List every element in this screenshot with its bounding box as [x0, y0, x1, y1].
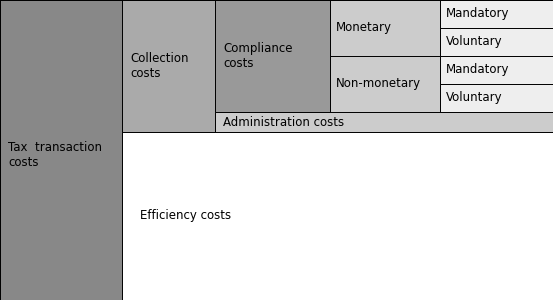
- Text: Mandatory: Mandatory: [446, 64, 509, 76]
- Bar: [330, 0, 440, 56]
- Text: Compliance
costs: Compliance costs: [223, 42, 293, 70]
- Text: Efficiency costs: Efficiency costs: [140, 209, 231, 223]
- Bar: [215, 112, 553, 132]
- Bar: [440, 56, 553, 84]
- Bar: [215, 0, 330, 112]
- Bar: [0, 0, 122, 300]
- Bar: [122, 0, 215, 132]
- Bar: [330, 56, 440, 112]
- Bar: [440, 84, 553, 112]
- Text: Voluntary: Voluntary: [446, 35, 503, 49]
- Text: Voluntary: Voluntary: [446, 92, 503, 104]
- Text: Monetary: Monetary: [336, 22, 392, 34]
- Text: Non-monetary: Non-monetary: [336, 77, 421, 91]
- Bar: [440, 0, 553, 28]
- Text: Mandatory: Mandatory: [446, 8, 509, 20]
- Text: Tax  transaction
costs: Tax transaction costs: [8, 141, 102, 169]
- Bar: [122, 132, 553, 300]
- Text: Administration costs: Administration costs: [223, 116, 344, 128]
- Text: Collection
costs: Collection costs: [130, 52, 189, 80]
- Bar: [440, 28, 553, 56]
